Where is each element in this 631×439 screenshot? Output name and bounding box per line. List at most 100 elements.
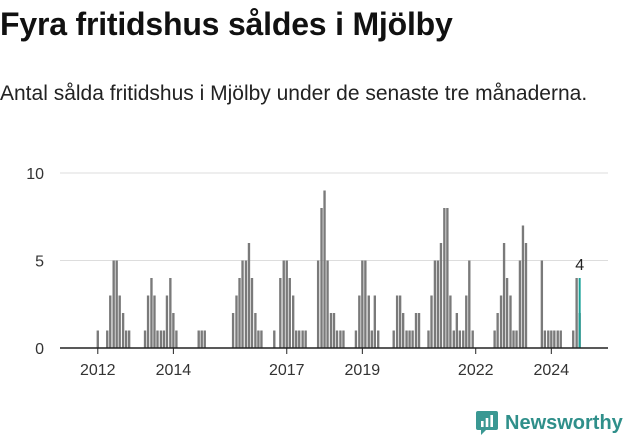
bar [575,278,578,348]
bar [398,295,402,348]
bar [273,330,276,348]
bar [235,295,238,348]
bar [512,330,515,348]
bar [465,295,468,348]
bar [392,330,395,348]
bar [257,330,260,348]
bar [414,313,418,348]
bar [339,330,342,348]
bar [197,330,200,348]
bar [509,295,512,348]
bar [364,260,367,348]
bar [244,260,248,348]
bar [106,330,109,348]
bar [146,295,150,348]
x-tick-label: 2022 [458,362,494,379]
bar [153,295,156,348]
bar [279,278,282,348]
bar [405,330,408,348]
bar [127,330,131,348]
bar [361,260,364,348]
bar [443,208,446,348]
bar [304,330,307,348]
bar [285,260,288,348]
bar [521,225,525,348]
bar [301,330,304,348]
bar [124,330,128,348]
bar [411,330,414,348]
bar [493,330,496,348]
bar [518,260,522,348]
bar [231,313,235,348]
bar [417,313,421,348]
brand: Newsworthy [475,408,623,438]
x-tick-label: 2014 [156,362,192,379]
bar [203,330,206,348]
bar [118,295,121,348]
bar [250,278,254,348]
brand-name: Newsworthy [505,412,623,434]
bar [462,330,465,348]
bar [150,278,153,348]
bar [446,208,449,348]
y-tick-label: 5 [35,254,44,271]
bar [553,330,556,348]
bar [408,330,411,348]
bar [358,295,361,348]
bar [342,330,345,348]
y-tick-label: 0 [35,341,44,358]
bar-highlight [578,278,581,348]
bar [241,260,244,348]
bar [547,330,550,348]
bar [499,295,503,348]
bar [502,243,506,348]
bar [452,330,455,348]
bar [468,260,471,348]
bar [320,208,323,348]
bar [433,260,437,348]
bar [200,330,203,348]
bar-chart: 0 5 10 2012 2014 2017 2019 2022 2024 4 [26,166,608,379]
bar [471,330,474,348]
bar [572,330,575,348]
bar [260,330,263,348]
highlight-value-label: 4 [575,257,584,274]
bar [238,278,241,348]
bar [559,330,562,348]
bar [524,243,528,348]
bar [395,295,399,348]
bar [543,330,547,348]
bar [550,330,553,348]
bar [377,330,380,348]
labels: 4 [575,257,584,274]
gridlines [60,172,608,261]
y-tick-label: 10 [26,166,44,183]
bar [295,330,298,348]
x-axis: 0 5 10 2012 2014 2017 2019 2022 2024 [26,166,608,379]
bar [373,295,376,348]
bar [247,243,251,348]
bar [427,330,430,348]
bar [332,313,336,348]
chart-subtitle: Antal sålda fritidshus i Mjölby under de… [0,82,588,105]
bar [115,260,118,348]
bar [165,295,169,348]
bar [282,260,285,348]
bar [109,295,112,348]
bar [172,313,175,348]
bar [367,295,370,348]
bar [156,330,159,348]
chart-title: Fyra fritidshus såldes i Mjölby [0,6,453,42]
bar [515,330,518,348]
bar [329,313,333,348]
bar [335,330,339,348]
bar [254,313,257,348]
bar [449,295,452,348]
bar [401,313,405,348]
bar [439,243,443,348]
bar [298,330,301,348]
bar [455,313,459,348]
bar [496,313,499,348]
bar [159,330,163,348]
x-tick-label: 2017 [269,362,305,379]
